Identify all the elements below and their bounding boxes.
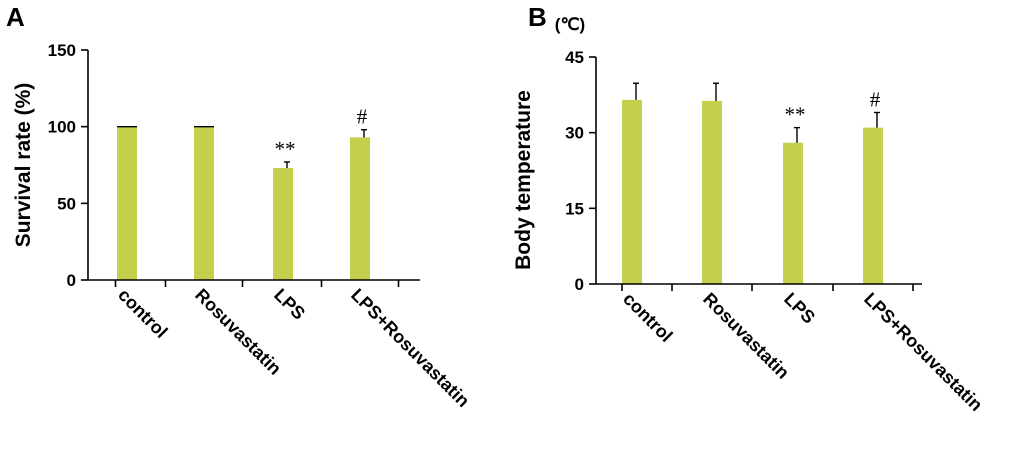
bar-lps-rosuvastatin <box>350 137 370 280</box>
y-tick-label: 0 <box>575 275 584 294</box>
y-tick-label: 150 <box>48 41 76 60</box>
y-axis-unit: (℃) <box>555 15 585 34</box>
significance-marker: # <box>870 87 881 111</box>
bar-lps <box>783 142 803 284</box>
x-category-label: LPS+Rosuvastatin <box>347 285 473 411</box>
significance-marker: # <box>357 105 368 129</box>
bar-lps <box>273 168 293 280</box>
y-axis-title: Survival rate (%) <box>12 83 35 248</box>
panel-label-b: B <box>528 2 547 32</box>
x-category-label: control <box>114 285 171 342</box>
bar-rosuvastatin <box>194 126 214 281</box>
significance-marker: ** <box>785 103 806 127</box>
y-axis-title: Body temperature <box>512 90 535 270</box>
y-tick-label: 30 <box>565 124 584 143</box>
y-tick-label: 100 <box>48 118 76 137</box>
bar-lps-rosuvastatin <box>863 127 883 284</box>
y-tick-label: 50 <box>57 194 76 213</box>
x-category-label: LPS <box>780 289 819 328</box>
y-tick-label: 45 <box>565 48 584 67</box>
x-category-label: control <box>619 289 676 346</box>
y-tick-label: 0 <box>67 271 76 290</box>
x-category-label: LPS <box>270 285 309 324</box>
x-category-label: Rosuvastatin <box>699 289 793 383</box>
bar-rosuvastatin <box>702 100 722 285</box>
bar-control <box>117 126 137 281</box>
x-category-label: LPS+Rosuvastatin <box>860 289 986 415</box>
panel-label-a: A <box>6 2 25 32</box>
bar-control <box>622 99 642 284</box>
significance-marker: ** <box>275 137 296 161</box>
y-tick-label: 15 <box>565 199 584 218</box>
